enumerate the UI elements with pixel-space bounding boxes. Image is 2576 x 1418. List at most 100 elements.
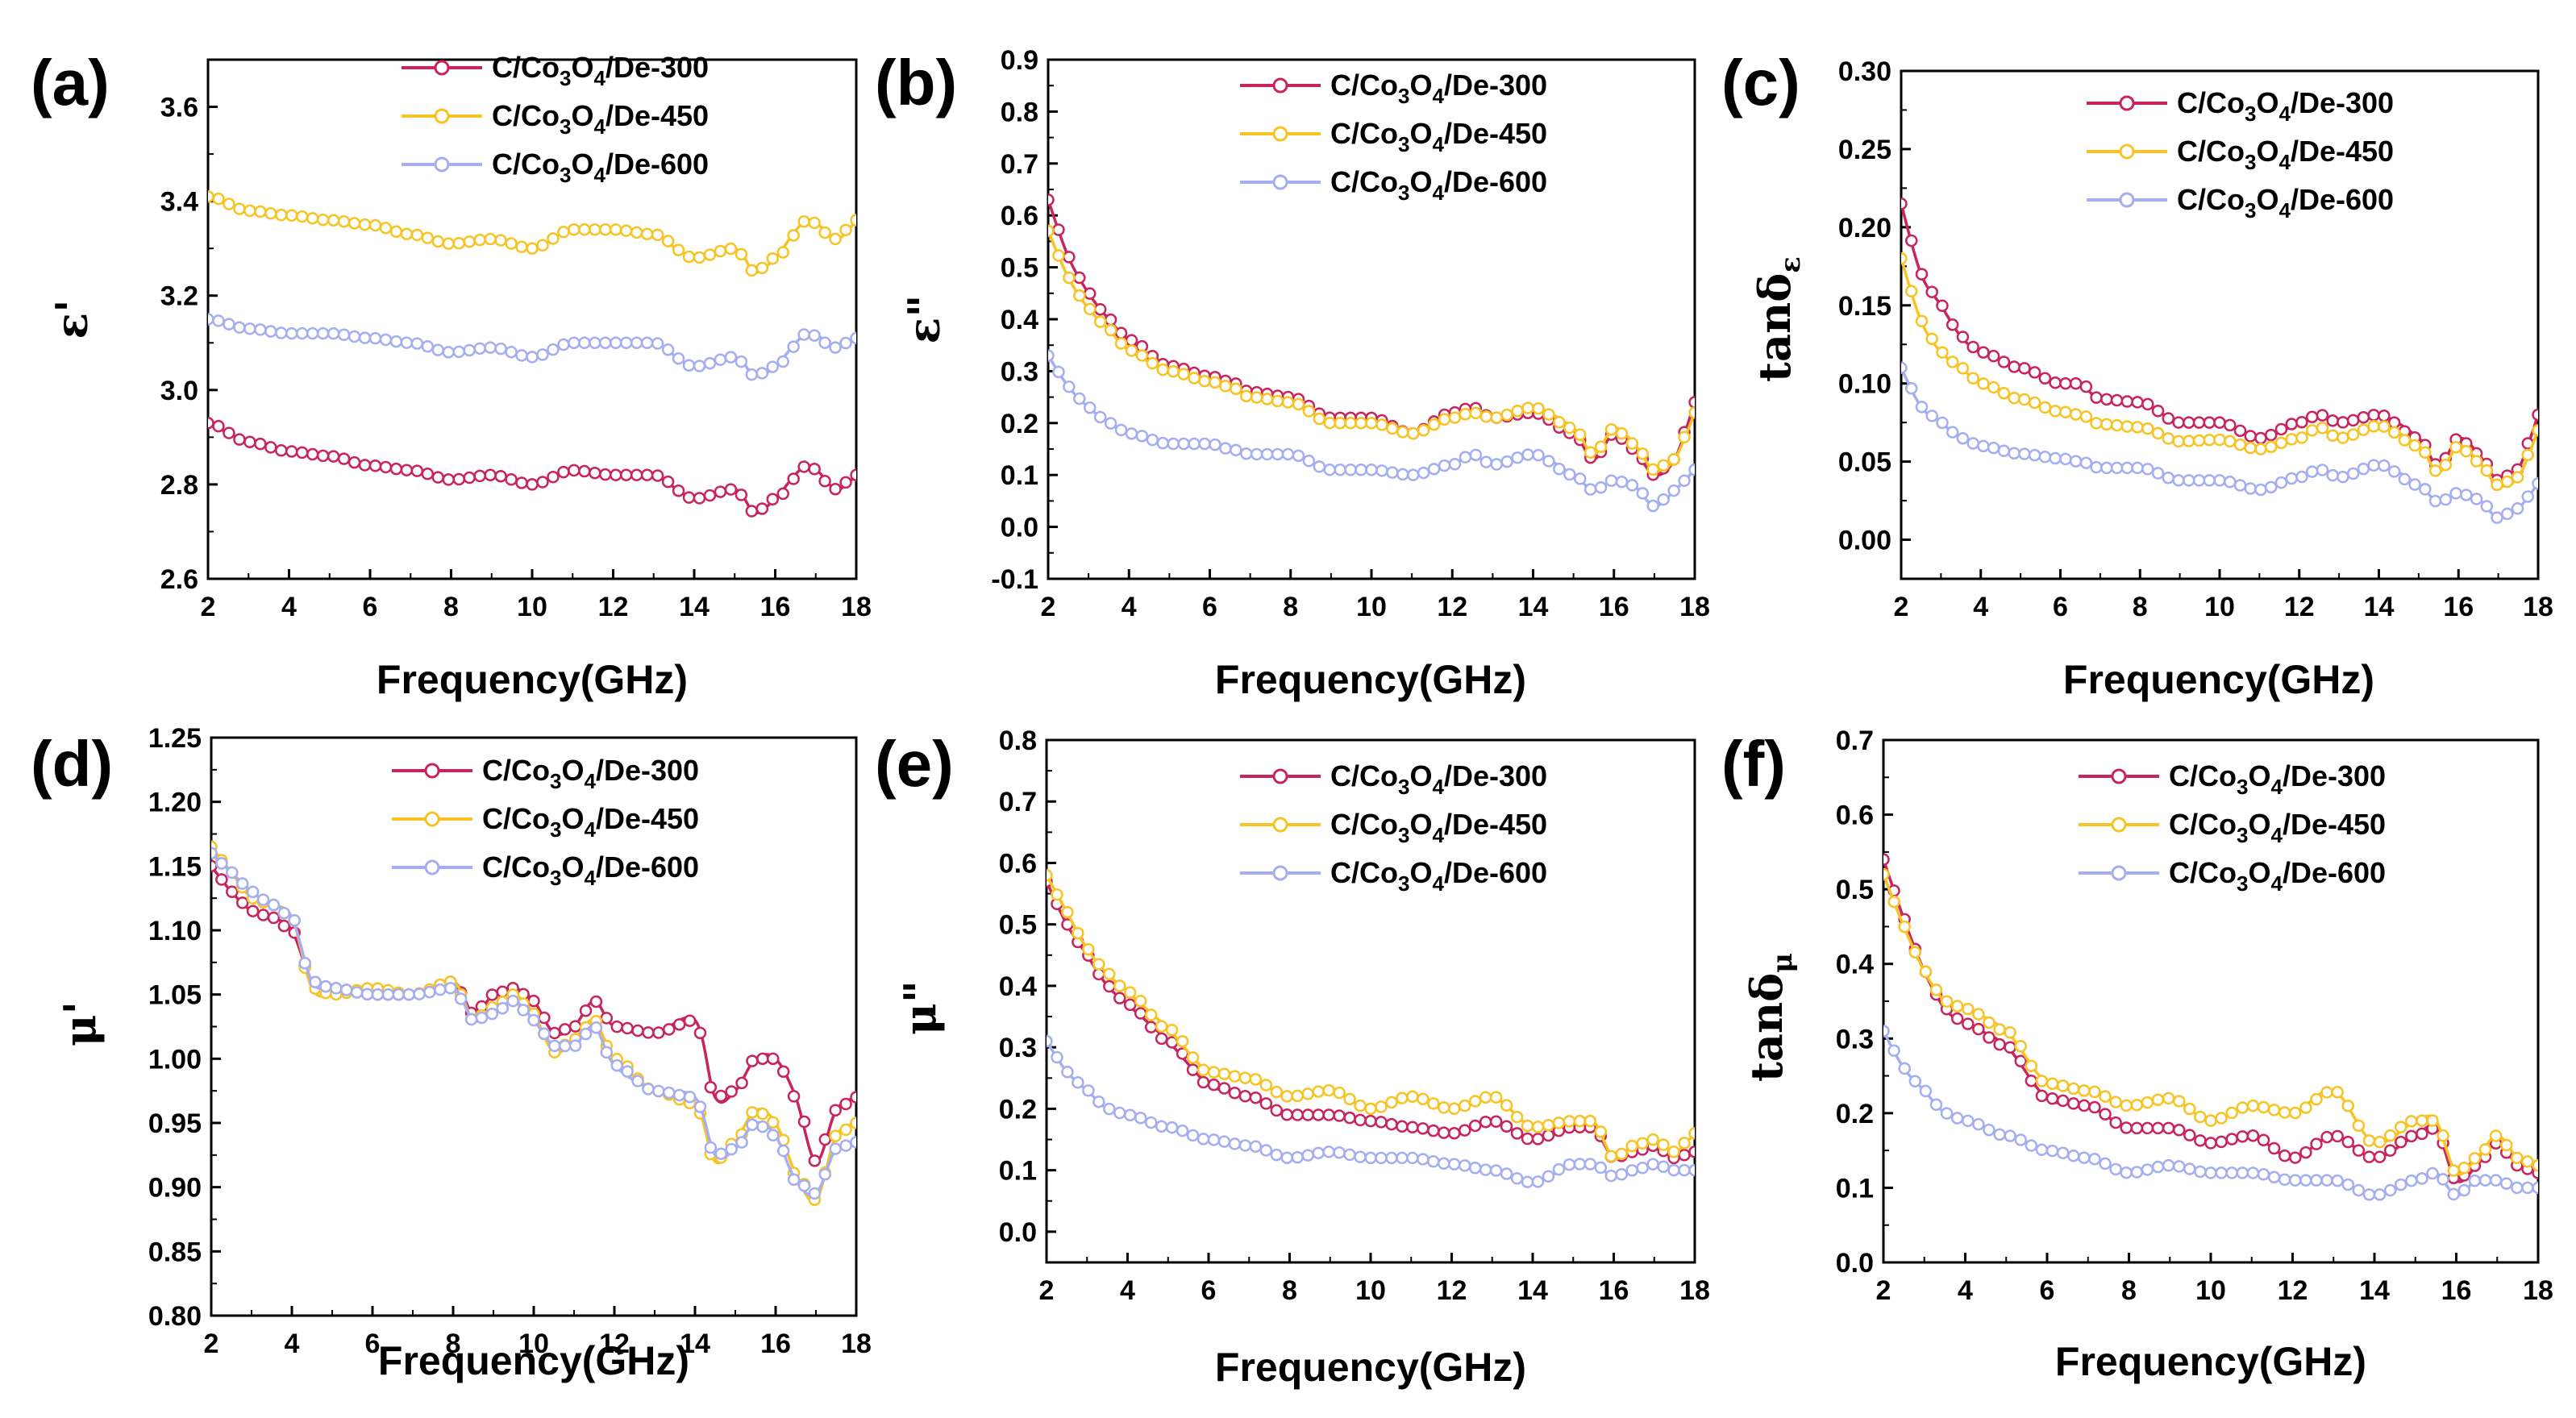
panel-e-xtick-label: 10	[1355, 1275, 1386, 1306]
panel-a-series-c-co3o4-de-450-point	[619, 224, 633, 237]
panel-b-series-c-co3o4-de-450-point	[1104, 323, 1117, 337]
panel-f-series-c-co3o4-de-600-point	[2426, 1166, 2439, 1180]
panel-a-series-c-co3o4-de-600-point	[368, 331, 382, 345]
panel-e-series-c-co3o4-de-300-point	[1312, 1108, 1325, 1121]
panel-b-series-c-co3o4-de-600-point	[1271, 447, 1284, 461]
panel-d-series-c-co3o4-de-600-point	[485, 1007, 499, 1021]
panel-b-series-c-co3o4-de-600-point	[1490, 458, 1503, 471]
panel-a-series-c-co3o4-de-300-point	[275, 444, 288, 457]
panel-c-series-c-co3o4-de-450-point	[2131, 421, 2144, 434]
panel-f-series-c-co3o4-de-450-point	[2511, 1151, 2524, 1165]
panel-c-xtick-label: 12	[2284, 592, 2315, 622]
panel-c-series-c-co3o4-de-450-point	[2387, 426, 2401, 439]
panel-d-ytick-label: 1.15	[148, 851, 202, 882]
panel-e-series-c-co3o4-de-450-point	[1301, 1087, 1314, 1100]
panel-b-series-c-co3o4-de-450-point	[1490, 411, 1503, 424]
panel-f-series-c-co3o4-de-600-point	[1950, 1112, 1964, 1125]
panel-f-series-c-co3o4-de-600-point	[2141, 1163, 2154, 1176]
panel-c-series-c-co3o4-de-450-point	[2254, 443, 2267, 455]
panel-a-series-c-co3o4-de-300-point	[452, 472, 465, 486]
panel-f-series-c-co3o4-de-450-point	[2120, 1099, 2133, 1112]
panel-f-series-c-co3o4-de-450-point	[2130, 1098, 2144, 1112]
panel-a-series-c-co3o4-de-300-point	[463, 471, 476, 484]
panel-c-series-c-co3o4-de-450-point	[2439, 458, 2453, 472]
panel-b-series-c-co3o4-de-450-point	[1344, 417, 1357, 430]
panel-b-series-c-co3o4-de-600-point	[1427, 463, 1441, 476]
panel-d-series-c-co3o4-de-600-point	[496, 1002, 510, 1015]
panel-e-series-c-co3o4-de-300-point	[1113, 992, 1126, 1004]
panel-c-series-c-co3o4-de-450-point	[2357, 423, 2370, 436]
panel-c-series-c-co3o4-de-600-point	[2213, 474, 2226, 487]
panel-c-series-c-co3o4-de-450-point	[2244, 441, 2257, 455]
panel-b-series-c-co3o4-de-600-point	[1563, 468, 1576, 481]
panel-e-series-c-co3o4-de-450-point	[1280, 1090, 1294, 1103]
panel-c-series-c-co3o4-de-450-point	[2295, 431, 2308, 444]
panel-e-series-c-co3o4-de-300-point	[1531, 1133, 1545, 1146]
panel-a-series-c-co3o4-de-450-point	[264, 206, 277, 220]
panel-b-letter: (b)	[875, 47, 957, 119]
panel-b-series-c-co3o4-de-450-point	[1406, 426, 1420, 440]
panel-f-series-c-co3o4-de-450-point	[2236, 1101, 2249, 1114]
panel-f-series-c-co3o4-de-600-point	[2320, 1174, 2333, 1187]
panel-b-series-c-co3o4-de-600-point	[1636, 487, 1650, 500]
panel-a-series-c-co3o4-de-450-point	[536, 239, 549, 252]
panel-c-series-c-co3o4-de-450-point	[2141, 422, 2154, 435]
panel-c-series-c-co3o4-de-450-point	[2521, 448, 2535, 462]
panel-e-series-c-co3o4-de-450-point	[1047, 868, 1053, 882]
panel-a-series-c-co3o4-de-450-point	[797, 214, 810, 228]
panel-a-series-c-co3o4-de-300-point	[599, 468, 612, 481]
panel-a-letter: (a)	[31, 47, 110, 119]
panel-a-series-c-co3o4-de-600-point	[233, 321, 246, 334]
panel-f-series-c-co3o4-de-600-point	[2478, 1174, 2492, 1187]
panel-c-series-c-co3o4-de-450-point	[2398, 434, 2412, 447]
panel-b-ytick-label: 0.0	[1001, 513, 1038, 543]
panel-c-series-c-co3o4-de-450-point	[2408, 439, 2421, 452]
panel-a-series-c-co3o4-de-300-point	[208, 417, 214, 430]
panel-c-series-c-co3o4-de-300-point	[1936, 299, 1949, 312]
panel-f-series-c-co3o4-de-300-point	[2183, 1129, 2196, 1141]
panel-d-series-c-co3o4-de-300-point	[683, 1014, 697, 1028]
panel-a-legend-label: C/Co3O4/De-300	[492, 51, 709, 90]
panel-f-series-c-co3o4-de-600-point	[2532, 1181, 2538, 1195]
panel-d-series-c-co3o4-de-450-point	[756, 1107, 769, 1121]
panel-f-series-c-co3o4-de-450-point	[2278, 1106, 2291, 1119]
panel-f-series-c-co3o4-de-600-point	[1908, 1075, 1922, 1087]
panel-d-legend-label: C/Co3O4/De-450	[482, 802, 699, 842]
panel-a-series-c-co3o4-de-600-point	[808, 329, 821, 342]
panel-c-series-c-co3o4-de-300-point	[2326, 414, 2339, 427]
panel-f-series-c-co3o4-de-600-point	[2257, 1168, 2270, 1181]
panel-b-legend-marker	[1272, 174, 1288, 190]
panel-a-ytick-label: 3.2	[160, 281, 198, 312]
panel-c-series-c-co3o4-de-600-point	[2367, 459, 2380, 472]
panel-a-xtick-label: 8	[443, 592, 459, 622]
panel-d-series-c-co3o4-de-600-point	[464, 1013, 478, 1026]
panel-b-series-c-co3o4-de-450-point	[1177, 368, 1190, 380]
panel-e-series-c-co3o4-de-300-point	[1364, 1114, 1377, 1128]
panel-a-series-c-co3o4-de-450-point	[651, 228, 664, 242]
panel-c-series-c-co3o4-de-300-point	[2110, 393, 2124, 407]
panel-c-series-c-co3o4-de-300-point	[1946, 318, 1959, 331]
panel-c-series-c-co3o4-de-300-point	[2151, 404, 2165, 418]
panel-f-ytick-label: 0.1	[1836, 1173, 1874, 1204]
panel-c-series-c-co3o4-de-450-point	[2100, 418, 2113, 431]
panel-a-series-c-co3o4-de-600-point	[494, 342, 507, 356]
panel-b-series-c-co3o4-de-600-point	[1438, 459, 1451, 472]
panel-f-ytick-label: 0.6	[1836, 800, 1874, 831]
panel-e-series-c-co3o4-de-600-point	[1646, 1158, 1659, 1171]
panel-a-series-c-co3o4-de-600-point	[473, 342, 486, 356]
panel-f-series-c-co3o4-de-450-point	[2257, 1100, 2270, 1114]
panel-b-legend-label: C/Co3O4/De-600	[1330, 165, 1547, 205]
panel-d-series-c-co3o4-de-300-point	[538, 1011, 551, 1025]
panel-a-series-c-co3o4-de-450-point	[243, 204, 256, 218]
panel-d-series-c-co3o4-de-600-point	[579, 1027, 593, 1041]
panel-b-series-c-co3o4-de-450-point	[1156, 363, 1170, 376]
panel-f: (f) 2 4 6 8 10 12 14 16 18 0.0 0.1 0.2 0.3 0.4 0.5 0.6 0.…	[1721, 726, 2553, 1384]
panel-c-series-c-co3o4-de-600-point	[1987, 441, 2000, 455]
panel-f-series-c-co3o4-de-450-point	[1929, 983, 1943, 996]
panel-e-series-c-co3o4-de-300-point	[1542, 1129, 1555, 1142]
panel-f-series-c-co3o4-de-300-point	[2299, 1146, 2312, 1159]
panel-f-series-c-co3o4-de-450-point	[2056, 1079, 2070, 1092]
panel-a-ylabel: ε'	[46, 299, 98, 339]
panel-b-xtick-label: 16	[1599, 592, 1629, 622]
panel-e-series-c-co3o4-de-600-point	[1364, 1151, 1377, 1165]
